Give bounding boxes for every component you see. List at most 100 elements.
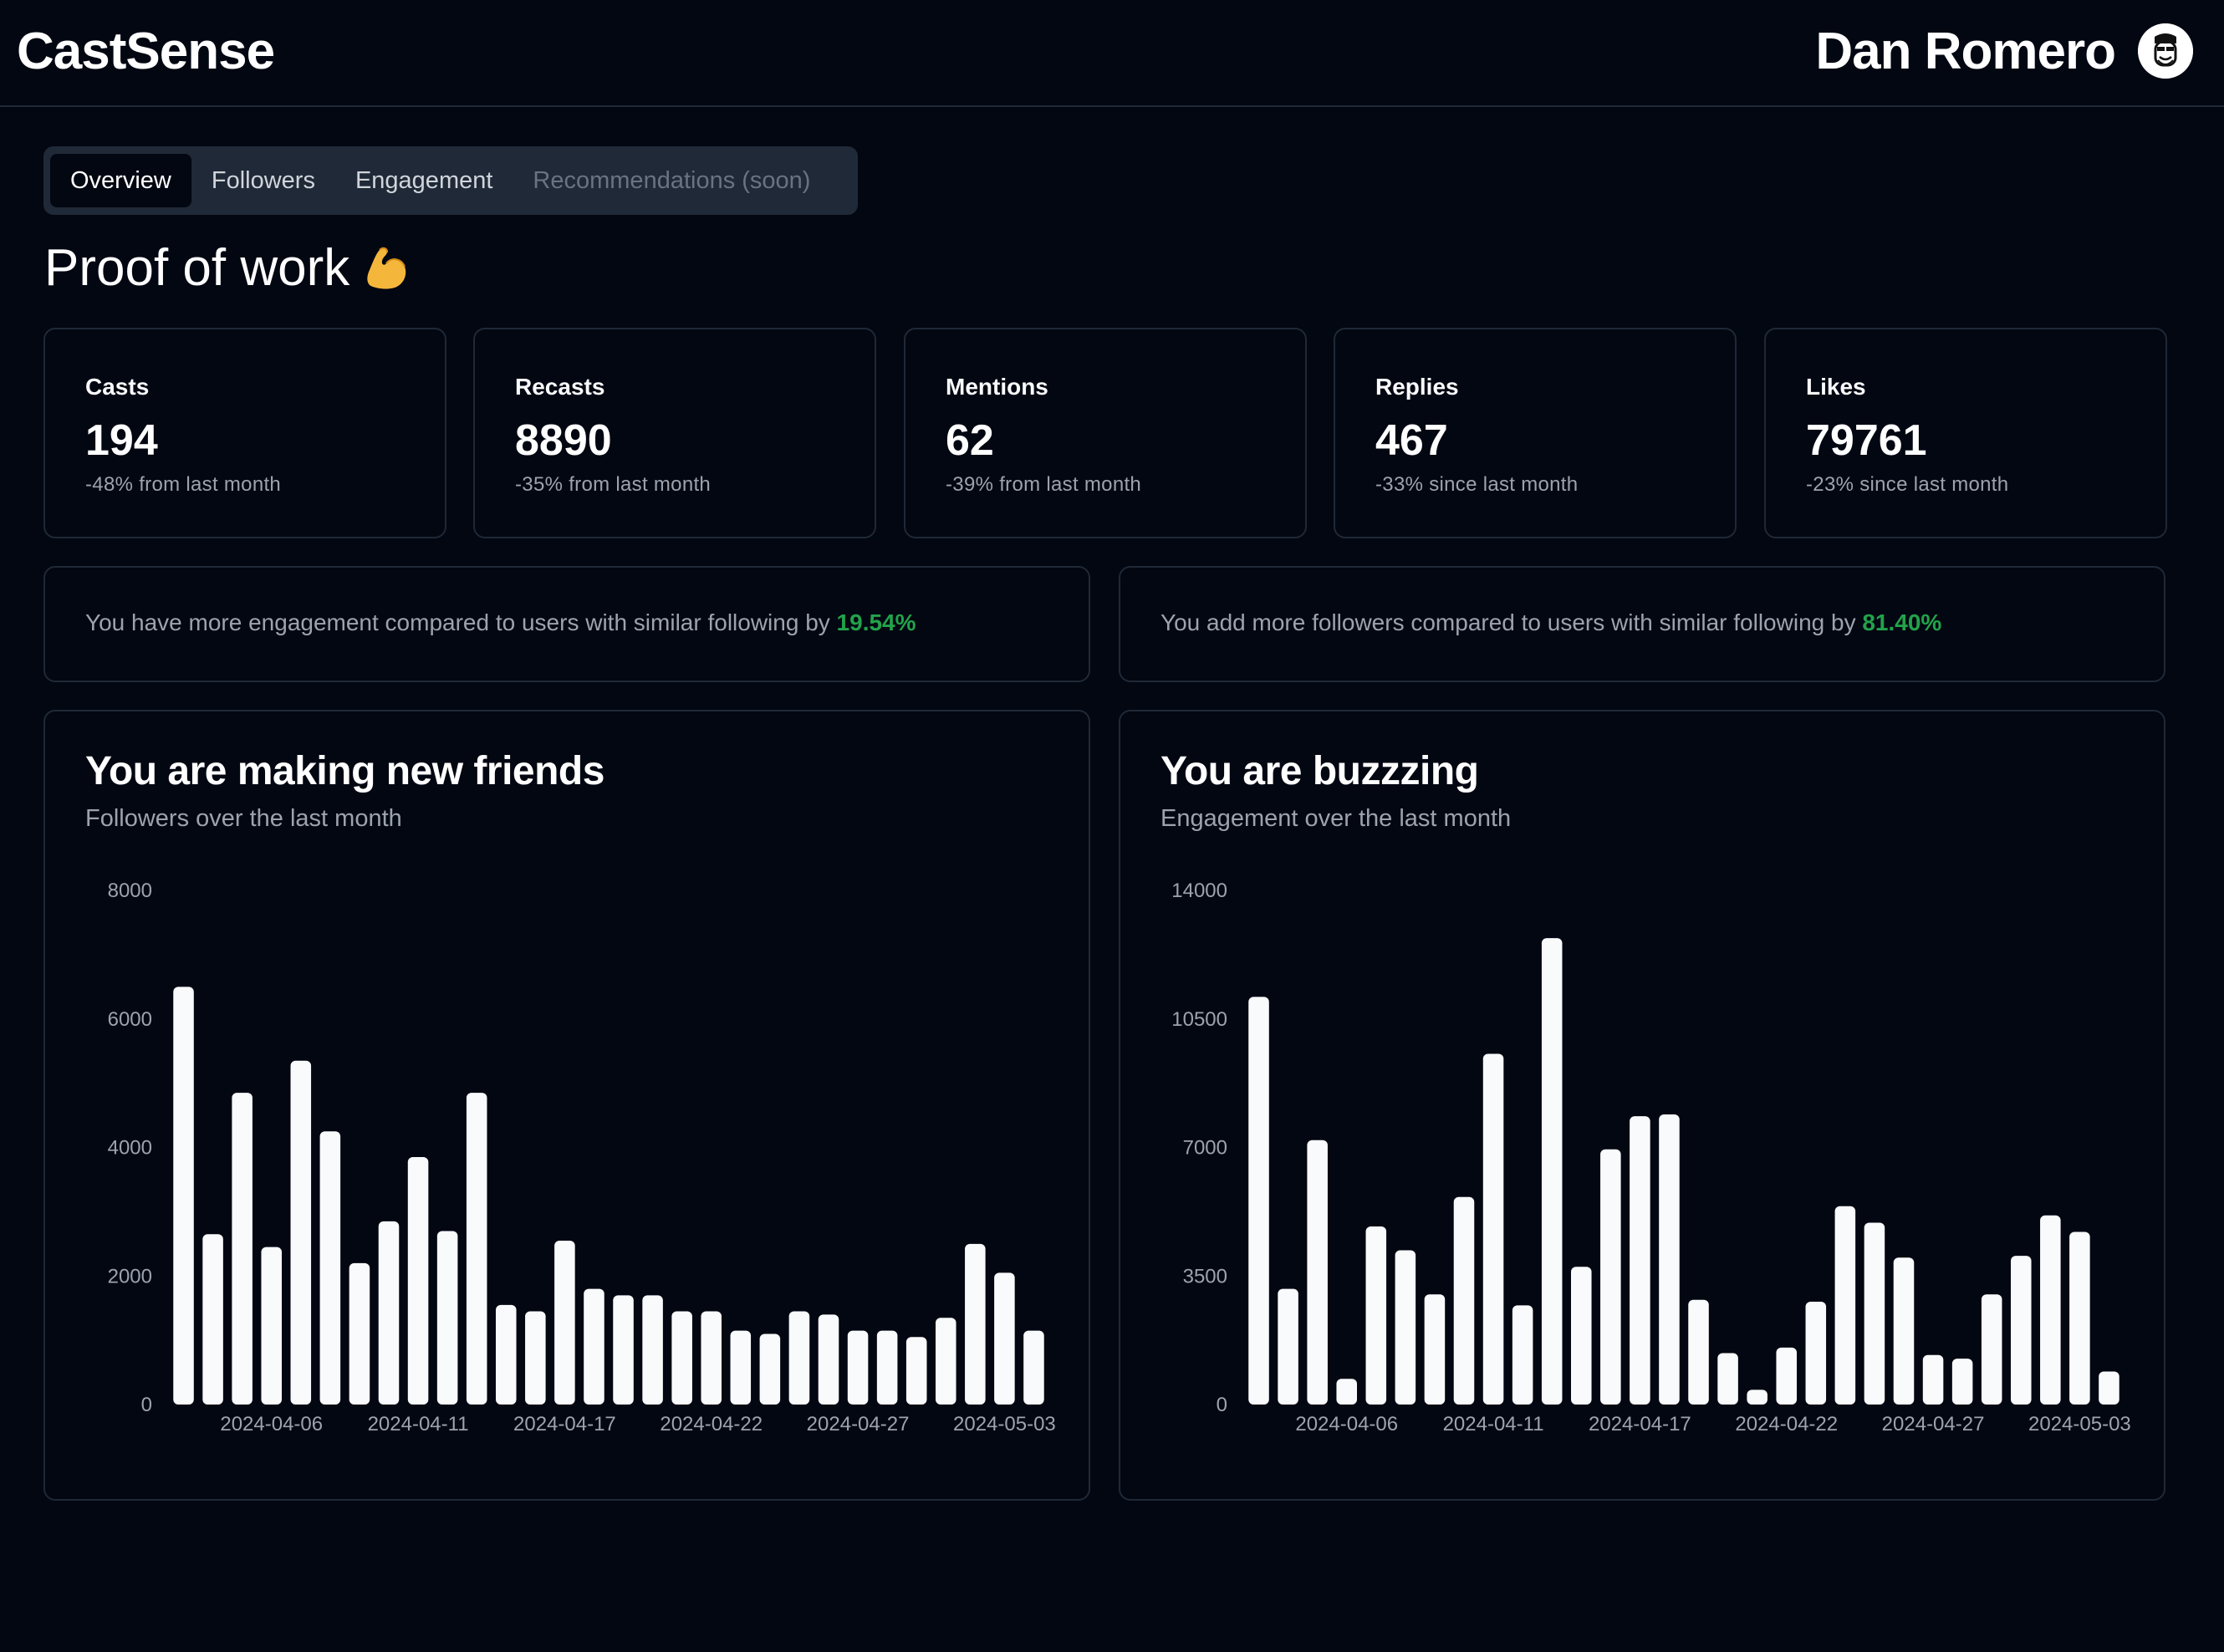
- followers-comparison-card: You add more followers compared to users…: [1119, 566, 2165, 682]
- chart-bar[interactable]: [613, 1295, 634, 1405]
- stat-value: 467: [1375, 416, 1448, 465]
- chart-bar[interactable]: [202, 1234, 223, 1405]
- comparison-sentence: You have more engagement compared to use…: [85, 609, 837, 635]
- chart-bar[interactable]: [2040, 1215, 2061, 1405]
- chart-bar[interactable]: [1688, 1299, 1709, 1405]
- chart-bar[interactable]: [847, 1330, 869, 1405]
- chart-bar[interactable]: [965, 1243, 986, 1405]
- chart-bar[interactable]: [1864, 1222, 1885, 1405]
- tab-overview[interactable]: Overview: [50, 154, 191, 207]
- chart-bar[interactable]: [1717, 1353, 1738, 1405]
- chart-bar[interactable]: [1776, 1347, 1798, 1405]
- chart-bar[interactable]: [1453, 1196, 1475, 1405]
- chart-bar[interactable]: [1365, 1226, 1387, 1405]
- chart-bar[interactable]: [495, 1304, 517, 1405]
- stat-card-likes: Likes 79761 -23% since last month: [1764, 328, 2167, 538]
- y-tick-label: 4000: [108, 1137, 152, 1160]
- chart-bar[interactable]: [1336, 1379, 1358, 1405]
- x-tick-label: 2024-05-03: [2028, 1413, 2131, 1435]
- chart-bar[interactable]: [378, 1221, 400, 1405]
- stat-label: Likes: [1806, 374, 1866, 400]
- x-tick-label: 2024-04-17: [1589, 1413, 1691, 1435]
- chart-bar[interactable]: [554, 1240, 575, 1405]
- chart-bar[interactable]: [1834, 1206, 1856, 1405]
- chart-bar[interactable]: [261, 1247, 283, 1405]
- chart-bar[interactable]: [584, 1288, 604, 1405]
- chart-bar[interactable]: [642, 1295, 663, 1405]
- y-tick-label: 7000: [1183, 1137, 1227, 1160]
- tab-engagement[interactable]: Engagement: [355, 166, 493, 194]
- y-tick-label: 14000: [1171, 880, 1227, 902]
- chart-bar[interactable]: [232, 1093, 252, 1405]
- page-title: Proof of work: [44, 238, 411, 298]
- stat-value: 79761: [1806, 416, 1927, 465]
- chart-bar[interactable]: [1512, 1305, 1533, 1405]
- x-tick-label: 2024-04-27: [807, 1413, 910, 1435]
- chart-bar[interactable]: [1600, 1149, 1621, 1405]
- chart-bar[interactable]: [1981, 1294, 2002, 1405]
- chart-bar[interactable]: [466, 1093, 487, 1405]
- chart-bar[interactable]: [701, 1311, 722, 1405]
- chart-bar[interactable]: [1951, 1359, 1973, 1405]
- chart-bar[interactable]: [2010, 1256, 2032, 1405]
- chart-bar[interactable]: [730, 1330, 752, 1405]
- chart-bar[interactable]: [2069, 1231, 2090, 1405]
- x-tick-label: 2024-04-06: [220, 1413, 323, 1435]
- chart-bar[interactable]: [994, 1272, 1015, 1405]
- chart-bar[interactable]: [2099, 1371, 2119, 1405]
- y-tick-label: 6000: [108, 1008, 152, 1031]
- chart-title: You are making new friends: [85, 749, 604, 793]
- y-tick-label: 0: [1217, 1394, 1227, 1416]
- chart-bar[interactable]: [818, 1314, 839, 1405]
- chart-bar[interactable]: [525, 1311, 546, 1405]
- stat-card-replies: Replies 467 -33% since last month: [1334, 328, 1737, 538]
- stat-card-mentions: Mentions 62 -39% from last month: [904, 328, 1307, 538]
- x-tick-label: 2024-04-11: [368, 1413, 469, 1435]
- chart-bar[interactable]: [1893, 1257, 1915, 1405]
- chart-bar[interactable]: [1541, 938, 1563, 1405]
- chart-bar[interactable]: [290, 1060, 312, 1405]
- chart-bar[interactable]: [349, 1262, 370, 1405]
- x-tick-label: 2024-04-22: [1735, 1413, 1838, 1435]
- chart-bar[interactable]: [905, 1337, 927, 1405]
- chart-bar[interactable]: [1659, 1114, 1680, 1405]
- followers-chart-card: You are making new friends Followers ove…: [43, 710, 1090, 1501]
- chart-bar[interactable]: [1248, 997, 1269, 1405]
- chart-bar[interactable]: [319, 1131, 341, 1405]
- avatar[interactable]: [2138, 23, 2193, 79]
- y-tick-label: 10500: [1171, 1008, 1227, 1031]
- chart-bar[interactable]: [436, 1231, 458, 1405]
- chart-bar[interactable]: [1395, 1250, 1416, 1405]
- tab-bar: Overview Followers Engagement Recommenda…: [43, 146, 858, 215]
- stat-card-recasts: Recasts 8890 -35% from last month: [473, 328, 876, 538]
- chart-bar[interactable]: [1570, 1267, 1592, 1405]
- comparison-text: You add more followers compared to users…: [1160, 609, 1941, 636]
- brand-logo[interactable]: CastSense: [17, 23, 275, 80]
- chart-title: You are buzzzing: [1160, 749, 1479, 793]
- chart-bar[interactable]: [788, 1311, 810, 1405]
- engagement-bar-chart: 0 3500 7000 10500 14000 2024-04-06 2024-04-11 2…: [1171, 880, 2131, 1435]
- chart-bar[interactable]: [935, 1318, 956, 1405]
- chart-bar[interactable]: [876, 1330, 898, 1405]
- chart-bar[interactable]: [1307, 1140, 1328, 1405]
- y-tick-label: 0: [141, 1394, 152, 1416]
- chart-bar[interactable]: [1805, 1302, 1827, 1405]
- tab-followers[interactable]: Followers: [211, 166, 315, 194]
- chart-bar[interactable]: [173, 987, 194, 1405]
- chart-bar[interactable]: [671, 1311, 692, 1405]
- flexed-biceps-icon: [367, 247, 406, 289]
- chart-bar[interactable]: [1482, 1053, 1504, 1405]
- chart-bar[interactable]: [1023, 1330, 1044, 1405]
- chart-bar[interactable]: [759, 1333, 781, 1405]
- chart-bar[interactable]: [1922, 1354, 1944, 1405]
- chart-bar[interactable]: [1278, 1288, 1298, 1405]
- stat-label: Recasts: [515, 374, 605, 400]
- y-tick-label: 8000: [108, 880, 152, 902]
- comparison-percent: 19.54%: [836, 609, 916, 635]
- chart-bar[interactable]: [1630, 1116, 1650, 1405]
- tab-recommendations: Recommendations (soon): [533, 166, 811, 194]
- chart-bar[interactable]: [407, 1157, 429, 1405]
- chart-bar[interactable]: [1747, 1389, 1767, 1405]
- stat-value: 62: [946, 416, 994, 465]
- chart-bar[interactable]: [1424, 1294, 1446, 1405]
